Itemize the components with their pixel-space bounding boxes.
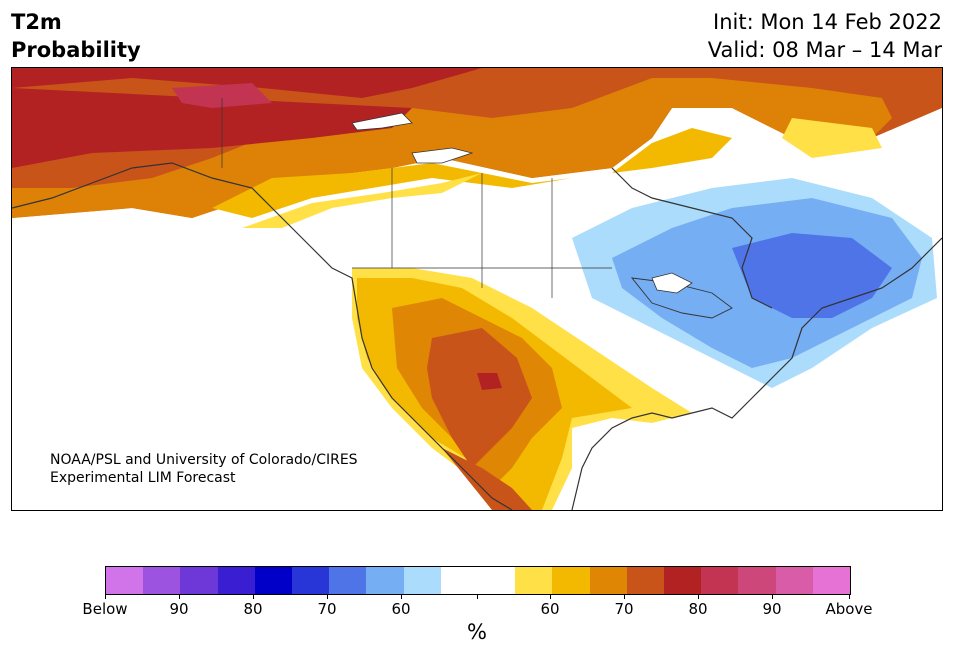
credit-line-1: NOAA/PSL and University of Colorado/CIRE… [50, 452, 358, 468]
valid-date: Valid: 08 Mar – 14 Mar [707, 38, 942, 62]
warm-region-north-lightyellow [242, 118, 882, 228]
colorbar-segment [478, 567, 516, 594]
colorbar-tick-mark [550, 594, 551, 599]
colorbar-tick-mark [849, 594, 850, 599]
colorbar-tick-mark [327, 594, 328, 599]
colorbar-tick-mark [698, 594, 699, 599]
colorbar-tick-mark [477, 594, 478, 599]
colorbar-segment [701, 567, 739, 594]
colorbar-tick-mark [624, 594, 625, 599]
colorbar-tick-label: 60 [540, 600, 560, 618]
colorbar-segment [515, 567, 553, 594]
colorbar-tick-label: 90 [169, 600, 189, 618]
colorbar-segment [403, 567, 441, 594]
colorbar-segment [180, 567, 218, 594]
date-info: Init: Mon 14 Feb 2022 Valid: 08 Mar – 14… [708, 8, 942, 64]
colorbar-tick-mark [772, 594, 773, 599]
warm-region-north-yellow [212, 128, 732, 218]
lakes [351, 112, 693, 294]
cold-region-blue [732, 233, 892, 318]
colorbar-segment [143, 567, 181, 594]
colorbar-tick-label: 80 [688, 600, 708, 618]
warm-region-north-crimson [172, 83, 272, 108]
colorbar-segment [217, 567, 255, 594]
colorbar-tick-label: 90 [762, 600, 782, 618]
init-date: Init: Mon 14 Feb 2022 [713, 10, 942, 34]
colorbar-segment [812, 567, 851, 594]
colorbar-segment [292, 567, 330, 594]
colorbar-segment [254, 567, 293, 594]
colorbar-tick-label: 70 [614, 600, 634, 618]
colorbar-tick-mark [179, 594, 180, 599]
colorbar-segment [775, 567, 813, 594]
credit-text: NOAA/PSL and University of Colorado/CIRE… [50, 451, 358, 487]
forecast-map [12, 68, 942, 510]
colorbar-segment [440, 567, 479, 594]
colorbar-segment [106, 567, 144, 594]
map-panel: NOAA/PSL and University of Colorado/CIRE… [11, 67, 943, 511]
colorbar-tick-mark [105, 594, 106, 599]
title-line-1: T2m [11, 10, 62, 34]
colorbar-segment [664, 567, 702, 594]
colorbar-unit: % [467, 620, 487, 644]
colorbar-tick-label: 70 [317, 600, 337, 618]
colorbar [105, 566, 851, 595]
colorbar-segment [589, 567, 627, 594]
credit-line-2: Experimental LIM Forecast [50, 470, 236, 486]
colorbar-tick-label: 80 [243, 600, 263, 618]
colorbar-tick-mark [401, 594, 402, 599]
colorbar-tick-label: Below [82, 600, 128, 618]
warm-region-sw-darkorange [427, 328, 532, 510]
colorbar-segment [626, 567, 665, 594]
title-line-2: Probability [11, 38, 141, 62]
colorbar-tick-label: Above [825, 600, 873, 618]
warm-region-sw-red [477, 373, 502, 390]
colorbar-segment [552, 567, 590, 594]
warm-region-north-red [12, 68, 482, 168]
chart-title: T2m Probability [11, 8, 141, 64]
colorbar-tick-label: 60 [391, 600, 411, 618]
colorbar-segment [366, 567, 404, 594]
colorbar-segment [738, 567, 776, 594]
colorbar-tick-mark [253, 594, 254, 599]
colorbar-segment [329, 567, 367, 594]
